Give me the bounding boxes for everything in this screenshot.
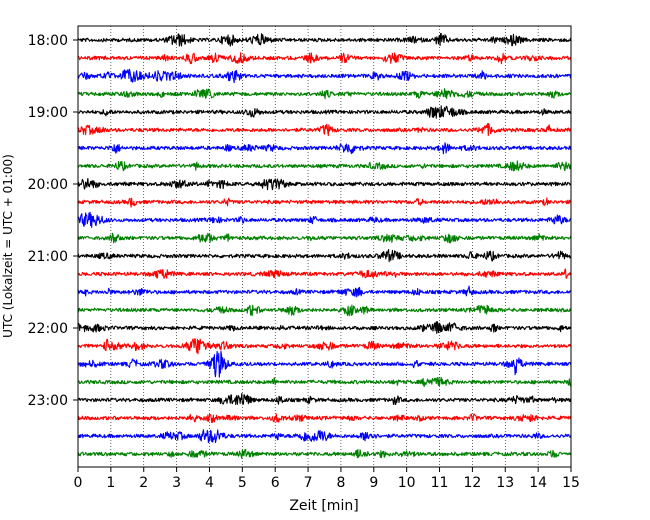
x-tick-label: 2 <box>139 475 148 491</box>
x-axis-label: Zeit [min] <box>289 498 358 514</box>
trace-line <box>77 68 572 84</box>
y-tick-label: 22:00 <box>28 321 68 337</box>
seismic-traces <box>77 32 572 459</box>
trace-line <box>77 211 572 228</box>
trace-line <box>77 142 572 155</box>
x-axis: 0 1 2 3 4 5 6 7 8 9 10 11 12 13 14 15 <box>74 467 580 491</box>
trace-line <box>77 413 572 423</box>
trace-line <box>77 321 572 334</box>
trace-line <box>77 448 572 459</box>
trace-line <box>77 105 572 119</box>
trace-line <box>77 268 572 279</box>
x-tick-label: 8 <box>336 475 345 491</box>
trace-line <box>77 177 572 191</box>
trace-line <box>77 32 572 47</box>
trace-line <box>77 160 572 172</box>
x-tick-label: 11 <box>431 475 449 491</box>
trace-line <box>77 376 572 388</box>
x-tick-label: 14 <box>529 475 547 491</box>
trace-line <box>77 285 572 298</box>
trace-line <box>77 350 572 378</box>
x-tick-label: 0 <box>74 475 83 491</box>
y-axis-label: UTC (Lokalzeit = UTC + 01:00) <box>1 154 15 338</box>
plot-frame <box>77 25 572 468</box>
trace-line <box>77 88 572 100</box>
x-tick-label: 3 <box>172 475 181 491</box>
y-tick-label: 21:00 <box>28 249 68 265</box>
trace-line <box>77 52 572 65</box>
x-tick-label: 1 <box>106 475 115 491</box>
trace-line <box>77 197 572 208</box>
trace-line <box>77 232 572 244</box>
x-tick-label: 7 <box>304 475 313 491</box>
x-tick-label: 12 <box>463 475 481 491</box>
y-tick-label: 18:00 <box>28 33 68 49</box>
trace-line <box>77 123 572 137</box>
y-tick-label: 23:00 <box>28 393 68 409</box>
y-tick-label: 20:00 <box>28 177 68 193</box>
trace-line <box>77 338 572 355</box>
y-tick-label: 19:00 <box>28 105 68 121</box>
x-tick-label: 15 <box>562 475 580 491</box>
y-axis: 18:00 19:00 20:00 21:00 22:00 23:00 <box>28 33 78 409</box>
trace-line <box>77 249 572 263</box>
trace-line <box>77 392 572 406</box>
x-tick-label: 6 <box>271 475 280 491</box>
trace-line <box>77 304 572 317</box>
x-tick-label: 10 <box>398 475 416 491</box>
x-tick-label: 4 <box>205 475 214 491</box>
trace-line <box>77 429 572 444</box>
x-tick-label: 13 <box>496 475 514 491</box>
x-tick-label: 5 <box>238 475 247 491</box>
x-tick-label: 9 <box>369 475 378 491</box>
